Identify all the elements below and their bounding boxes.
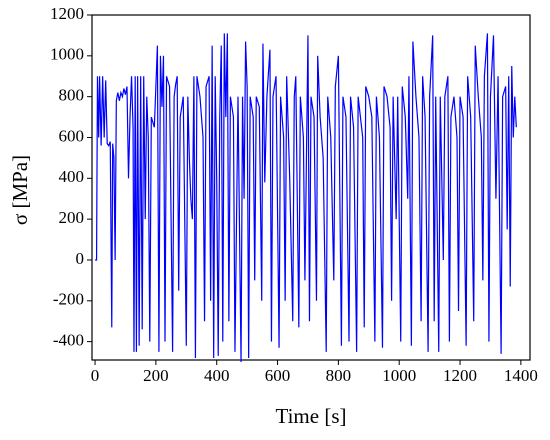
x-tick-label: 1200 (443, 366, 477, 385)
y-tick-label: 0 (76, 249, 85, 268)
plot-frame (91, 14, 531, 361)
x-tick-label: 400 (204, 366, 230, 385)
y-tick-label: 1200 (50, 4, 84, 23)
x-tick-label: 800 (326, 366, 352, 385)
y-tick-label: 1000 (50, 45, 84, 64)
y-axis-title: σ [MPa] (8, 155, 32, 225)
x-axis-title: Time [s] (276, 404, 347, 428)
y-tick-label: 400 (59, 167, 85, 186)
x-tick-label: 200 (143, 366, 169, 385)
x-tick-label: 0 (91, 366, 100, 385)
x-tick-label: 1000 (382, 366, 416, 385)
data-line (95, 33, 517, 363)
y-tick-label: 800 (59, 86, 85, 105)
y-tick-label: 200 (59, 208, 85, 227)
x-tick-label: 600 (265, 366, 291, 385)
y-tick-label: 600 (59, 126, 85, 145)
x-tick-label: 1400 (504, 366, 538, 385)
y-tick-label: -200 (53, 290, 84, 309)
y-tick-label: -400 (53, 331, 84, 350)
